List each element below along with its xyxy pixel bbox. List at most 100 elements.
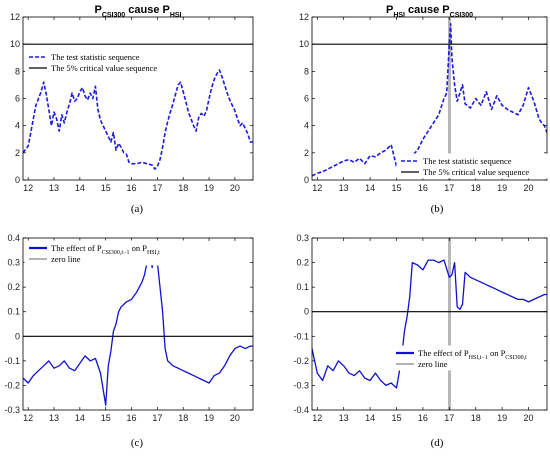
legend-label: zero line <box>51 254 81 264</box>
subscript-part: HSI <box>170 12 182 19</box>
text-part: cause P <box>405 4 450 16</box>
x-tick-label: 13 <box>339 183 349 193</box>
legend-label: The test statistic sequence <box>423 156 512 166</box>
x-tick-label: 19 <box>497 413 507 423</box>
y-tick-label: 10 <box>10 39 20 49</box>
y-tick-label: -0.2 <box>4 380 20 390</box>
x-tick-label: 18 <box>471 183 481 193</box>
legend-label: The 5% critical value sequence <box>423 167 529 177</box>
y-tick-label: 4 <box>304 121 309 131</box>
y-tick-label: 10 <box>299 39 309 49</box>
x-tick-label: 17 <box>444 413 454 423</box>
y-tick-label: 12 <box>10 12 20 22</box>
y-tick-label: 4 <box>15 121 20 131</box>
x-tick-label: 13 <box>49 413 59 423</box>
y-tick-label: 0.2 <box>7 282 20 292</box>
y-tick-label: -0.2 <box>293 356 309 366</box>
y-tick-label: 0.1 <box>7 307 20 317</box>
x-tick-label: 20 <box>524 183 534 193</box>
panel-title: PCSI300 cause PHSI <box>94 4 181 19</box>
plot-frame <box>22 237 254 411</box>
x-tick-label: 15 <box>391 183 401 193</box>
panel-c: 12 13 14 15 16 17 18 19 20 -0.3 -0.2 -0.1 0 0.1 0.2 0.3… <box>4 233 254 449</box>
shaded-band <box>447 17 451 180</box>
plot-frame <box>22 16 254 181</box>
x-tick-label: 13 <box>339 413 349 423</box>
subscript-part: HSI,t−1 <box>469 355 488 361</box>
x-tick-label: 20 <box>524 413 534 423</box>
y-tick-label: 0.4 <box>7 233 20 243</box>
x-tick-label: 19 <box>204 413 214 423</box>
y-tick-label: 8 <box>304 66 309 76</box>
y-tick-label: 0 <box>304 307 309 317</box>
x-tick-label: 12 <box>23 413 33 423</box>
y-tick-label: -0.3 <box>293 380 309 390</box>
y-tick-label: 6 <box>15 94 20 104</box>
legend-label: zero line <box>418 359 448 369</box>
legend-box <box>396 153 548 179</box>
y-tick-label: 0.3 <box>7 258 20 268</box>
shaded-band <box>447 238 451 410</box>
series-line <box>23 254 253 406</box>
x-tick-label: 15 <box>101 183 111 193</box>
y-tick-label: -0.1 <box>293 331 309 341</box>
text-part: cause P <box>125 4 170 16</box>
y-tick-label: 0.1 <box>296 282 309 292</box>
text-part: on P <box>488 348 506 358</box>
x-tick-label: 20 <box>230 183 240 193</box>
legend-label: The 5% critical value sequence <box>51 63 157 73</box>
legend-label: The effect of PHSI,t−1 on PCSI300,t <box>418 348 527 361</box>
y-tick-label: 2 <box>15 148 20 158</box>
y-tick-label: -0.1 <box>4 356 20 366</box>
x-tick-label: 18 <box>471 413 481 423</box>
x-tick-label: 16 <box>127 413 137 423</box>
y-tick-label: -0.4 <box>293 405 309 415</box>
subscript-part: HSI,t <box>147 250 160 256</box>
legend-box <box>25 50 175 74</box>
subscript-part: CSI300,t <box>505 355 527 361</box>
legend: The effect of PCSI300,t−1 on PHSI,tzero … <box>24 240 196 266</box>
x-tick-label: 19 <box>204 183 214 193</box>
panel-caption: (a) <box>131 203 144 215</box>
legend: The effect of PHSI,t−1 on PCSI300,tzero … <box>391 345 543 371</box>
x-tick-label: 16 <box>127 183 137 193</box>
x-tick-label: 17 <box>152 413 162 423</box>
y-tick-label: 0.3 <box>296 233 309 243</box>
text-part: on P <box>129 243 147 253</box>
x-tick-label: 17 <box>444 183 454 193</box>
series-line <box>312 259 547 389</box>
y-tick-label: 12 <box>299 12 309 22</box>
subscript-part: CSI300 <box>102 12 125 19</box>
legend-label: The test statistic sequence <box>51 52 140 62</box>
panel-caption: (b) <box>431 203 444 215</box>
panel-caption: (c) <box>131 437 144 449</box>
panel-b: 12 13 14 15 16 17 18 19 20 0 2 4 6 8 10 12 PHSI cause PC… <box>299 4 548 215</box>
x-tick-label: 16 <box>418 183 428 193</box>
x-tick-label: 15 <box>391 413 401 423</box>
x-tick-label: 18 <box>178 413 188 423</box>
y-tick-label: 6 <box>304 94 309 104</box>
x-tick-label: 20 <box>230 413 240 423</box>
y-tick-label: 2 <box>304 148 309 158</box>
x-tick-label: 15 <box>101 413 111 423</box>
x-tick-label: 18 <box>178 183 188 193</box>
text-part: P <box>94 4 101 16</box>
subscript-part: CSI300 <box>450 12 473 19</box>
x-tick-label: 12 <box>312 183 322 193</box>
y-tick-label: -0.3 <box>4 405 20 415</box>
y-tick-label: 0 <box>304 175 309 185</box>
x-tick-label: 16 <box>418 413 428 423</box>
x-tick-label: 14 <box>365 183 375 193</box>
x-tick-label: 19 <box>497 183 507 193</box>
x-tick-label: 12 <box>23 183 33 193</box>
legend-label: The effect of PCSI300,t−1 on PHSI,t <box>51 243 160 256</box>
legend-box <box>391 345 543 371</box>
y-tick-label: 0.2 <box>296 258 309 268</box>
subscript-part: HSI <box>393 12 405 19</box>
legend-box <box>24 240 196 266</box>
subscript-part: CSI300,t−1 <box>102 250 130 256</box>
series-line <box>312 22 547 177</box>
